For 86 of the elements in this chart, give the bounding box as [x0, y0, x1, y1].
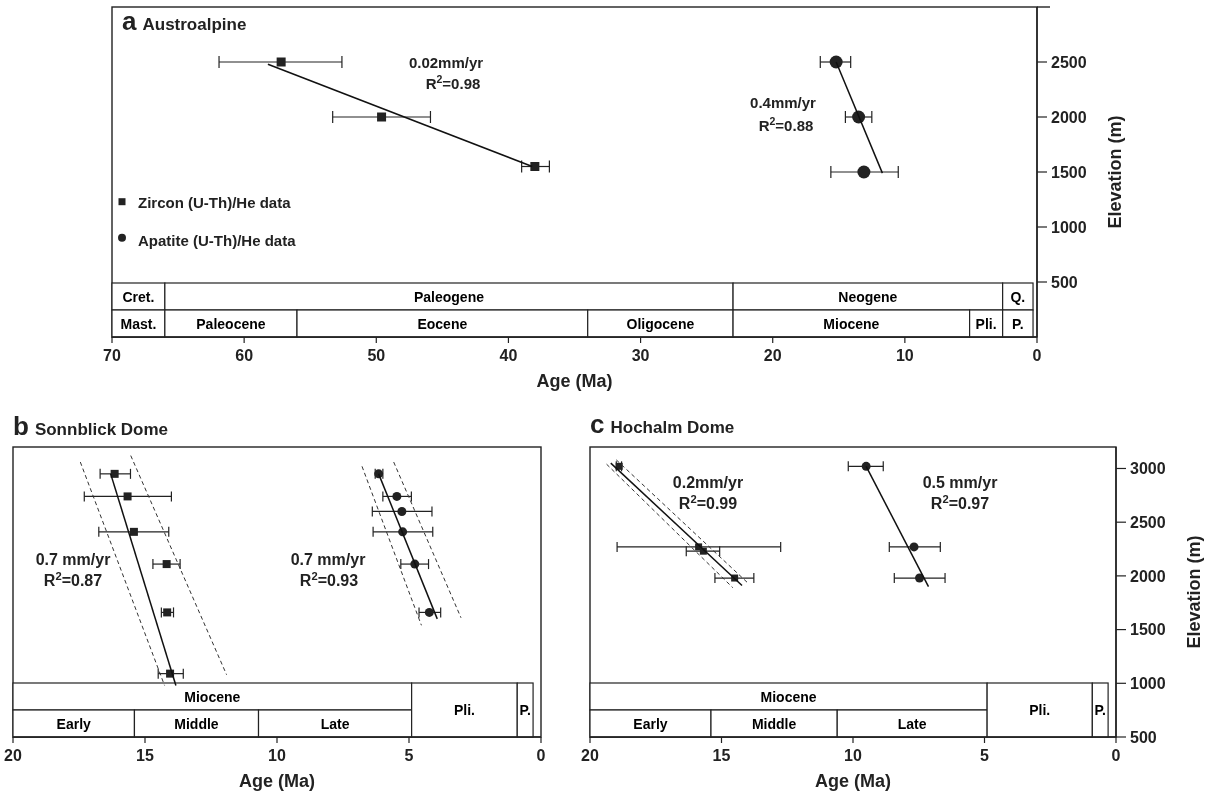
annotation: R$^{2}$=0.87	[43, 569, 103, 589]
x-axis-title: Age (Ma)	[239, 771, 315, 791]
y-tick-label: 1000	[1130, 675, 1166, 693]
y-tick-label: 3000	[1130, 460, 1166, 478]
annotation: R$^{2}$=0.98	[425, 73, 481, 93]
x-tick-label: 15	[712, 747, 731, 764]
annotation: 0.02mm/yr	[408, 54, 484, 72]
band-label: Miocene	[184, 688, 241, 705]
legend-label: Zircon (U-Th)/He data	[138, 193, 292, 211]
point	[397, 506, 407, 516]
x-tick-label: 40	[499, 347, 518, 364]
annotation: 0.5 mm/yr	[922, 473, 998, 491]
annotation: 0.7 mm/yr	[35, 550, 111, 568]
y-axis-title: Elevation (m)	[1184, 535, 1204, 649]
band-label: Cret.	[122, 288, 155, 305]
x-tick-label: 5	[980, 747, 990, 764]
band-label: Late	[320, 715, 350, 732]
band-label: P.	[1094, 702, 1106, 719]
x-tick-label: 20	[4, 747, 22, 764]
point	[110, 469, 119, 478]
legend-label: Apatite (U-Th)/He data	[138, 231, 297, 249]
y-tick-label: 2500	[1051, 53, 1087, 71]
x-tick-label: 60	[235, 347, 254, 364]
x-tick-label: 10	[895, 347, 914, 364]
band-label: Neogene	[838, 288, 898, 305]
x-tick-label: 0	[536, 747, 546, 764]
annotation: 0.2mm/yr	[672, 473, 744, 491]
point	[276, 57, 286, 67]
y-tick-label: 1500	[1130, 621, 1166, 639]
annotation: 0.7 mm/yr	[290, 550, 366, 568]
y-tick-label: 2000	[1051, 108, 1087, 126]
band-label: Mast.	[120, 315, 157, 332]
x-tick-label: 10	[268, 747, 286, 764]
point	[530, 162, 540, 171]
y-tick-label: 2000	[1130, 567, 1166, 585]
band-label: Paleogene	[413, 288, 485, 305]
x-tick-label: 0	[1111, 747, 1121, 764]
annotation: R$^{2}$=0.93	[299, 569, 359, 589]
annotation: R$^{2}$=0.88	[758, 115, 814, 135]
point	[909, 542, 919, 552]
x-tick-label: 50	[367, 347, 386, 364]
x-tick-label: 70	[103, 347, 121, 364]
point	[392, 491, 402, 501]
y-axis-title: Elevation (m)	[1105, 115, 1125, 229]
band-label: Paleocene	[196, 315, 266, 332]
point	[123, 492, 132, 501]
point	[162, 560, 171, 569]
band-label: Q.	[1010, 288, 1026, 305]
annotation: 0.4mm/yr	[750, 94, 817, 112]
x-tick-label: 20	[581, 747, 599, 764]
annotation: R$^{2}$=0.97	[930, 492, 990, 512]
x-tick-label: 10	[844, 747, 862, 764]
y-tick-label: 1000	[1051, 218, 1087, 236]
band-label: P.	[1012, 315, 1024, 332]
band-label: Early	[633, 715, 668, 732]
y-tick-label: 500	[1130, 728, 1157, 746]
band-label: Late	[897, 715, 927, 732]
band-label: Early	[56, 715, 92, 732]
point	[129, 527, 138, 536]
band-label: Miocene	[823, 315, 880, 332]
point	[424, 607, 434, 617]
x-tick-label: 5	[404, 747, 414, 764]
x-tick-label: 30	[631, 347, 650, 364]
band-label: Pli.	[975, 315, 997, 332]
y-tick-label: 2500	[1130, 513, 1166, 531]
x-axis-title: Age (Ma)	[536, 371, 613, 391]
point	[377, 112, 387, 122]
band-label: Middle	[174, 715, 219, 732]
y-tick-label: 1500	[1051, 163, 1087, 181]
x-axis-title: Age (Ma)	[815, 771, 891, 791]
chart-title: b Sonnblick Dome	[13, 411, 169, 441]
x-tick-label: 0	[1032, 347, 1042, 364]
x-tick-label: 20	[763, 347, 782, 364]
band-label: P.	[519, 702, 531, 719]
band-label: Miocene	[760, 688, 817, 705]
x-tick-label: 15	[136, 747, 154, 764]
band-label: Eocene	[417, 315, 468, 332]
band-label: Pli.	[453, 702, 475, 719]
point	[857, 165, 871, 179]
chart-title: c Hochalm Dome	[590, 409, 735, 439]
chart-title: a Austroalpine	[122, 6, 247, 36]
band-label: Middle	[751, 715, 797, 732]
band-label: Pli.	[1029, 702, 1051, 719]
annotation: R$^{2}$=0.99	[678, 492, 738, 512]
y-tick-label: 500	[1051, 273, 1078, 291]
band-label: Oligocene	[626, 315, 695, 332]
